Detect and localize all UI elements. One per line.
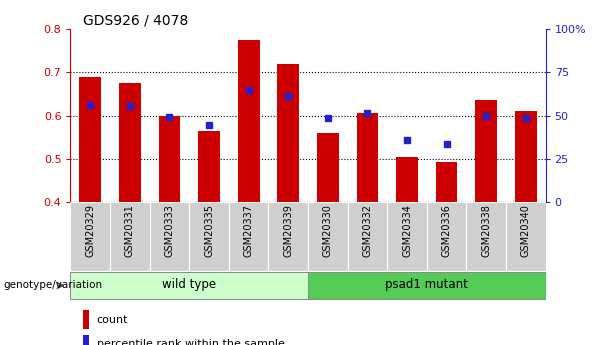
Bar xyxy=(238,40,259,202)
Bar xyxy=(308,272,546,299)
Text: GSM20329: GSM20329 xyxy=(85,204,95,257)
Bar xyxy=(427,202,466,271)
Text: GSM20337: GSM20337 xyxy=(243,204,254,257)
Bar xyxy=(396,157,418,202)
Bar xyxy=(83,335,89,345)
Bar xyxy=(387,202,427,271)
Bar xyxy=(268,202,308,271)
Bar xyxy=(475,100,497,202)
Bar xyxy=(506,202,546,271)
Text: wild type: wild type xyxy=(162,278,216,292)
Bar xyxy=(436,162,457,202)
Bar xyxy=(357,114,378,202)
Bar xyxy=(70,272,308,299)
Text: count: count xyxy=(97,315,128,325)
Bar xyxy=(198,131,220,202)
Text: GSM20334: GSM20334 xyxy=(402,204,412,257)
Text: GSM20339: GSM20339 xyxy=(283,204,293,257)
Bar xyxy=(277,64,299,202)
Bar xyxy=(348,202,387,271)
Bar xyxy=(466,202,506,271)
Bar xyxy=(189,202,229,271)
Bar xyxy=(83,310,89,329)
Bar xyxy=(159,116,180,202)
Text: GSM20330: GSM20330 xyxy=(323,204,333,257)
Bar xyxy=(515,111,536,202)
Bar xyxy=(308,202,348,271)
Text: GDS926 / 4078: GDS926 / 4078 xyxy=(83,14,188,28)
Text: psad1 mutant: psad1 mutant xyxy=(386,278,468,292)
Bar xyxy=(110,202,150,271)
Text: GSM20331: GSM20331 xyxy=(125,204,135,257)
Text: percentile rank within the sample: percentile rank within the sample xyxy=(97,339,284,345)
Text: GSM20333: GSM20333 xyxy=(164,204,175,257)
Text: genotype/variation: genotype/variation xyxy=(3,280,102,290)
Bar xyxy=(150,202,189,271)
Bar xyxy=(80,77,101,202)
Text: GSM20335: GSM20335 xyxy=(204,204,214,257)
Text: GSM20332: GSM20332 xyxy=(362,204,373,257)
Text: GSM20340: GSM20340 xyxy=(521,204,531,257)
Text: GSM20336: GSM20336 xyxy=(441,204,452,257)
Bar xyxy=(229,202,268,271)
Text: GSM20338: GSM20338 xyxy=(481,204,491,257)
Bar xyxy=(70,202,110,271)
Bar xyxy=(119,83,141,202)
Bar xyxy=(317,133,339,202)
